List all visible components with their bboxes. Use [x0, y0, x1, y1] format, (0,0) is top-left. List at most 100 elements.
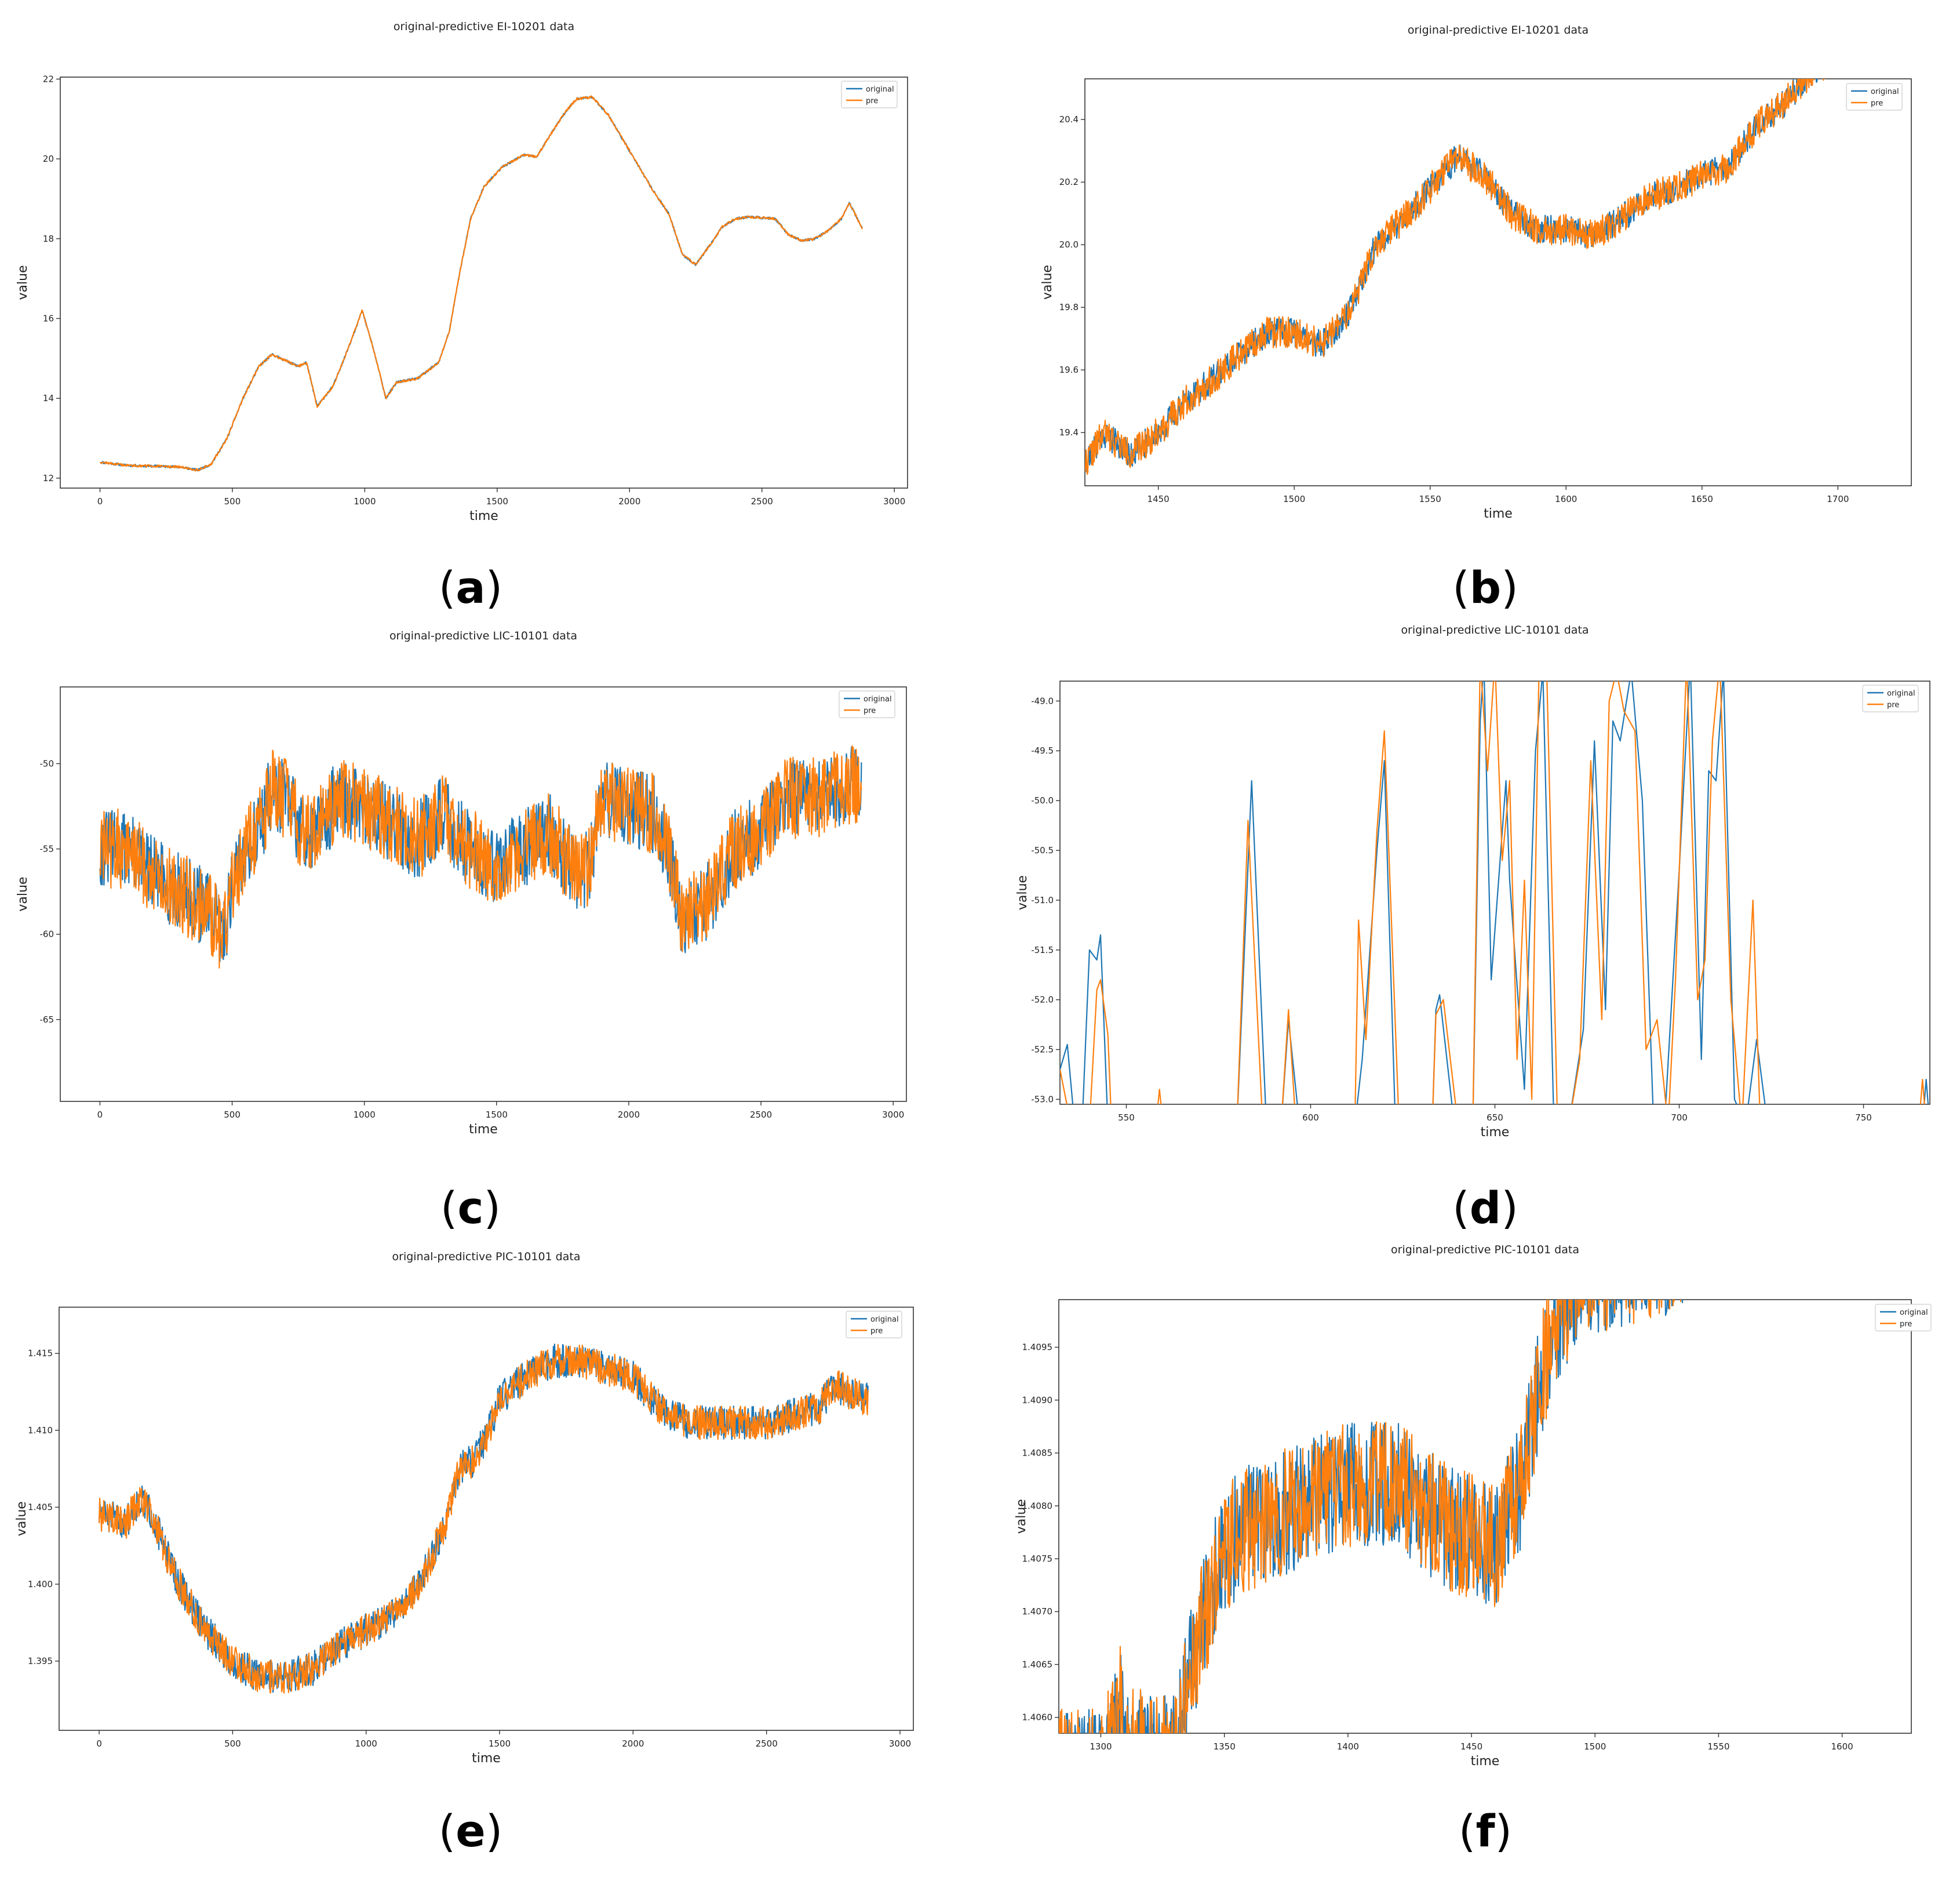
- y-tick-label: 1.4065: [1022, 1659, 1053, 1669]
- x-axis-label: time: [472, 1751, 501, 1766]
- y-tick-label: 22: [43, 74, 54, 84]
- y-axis-label: value: [16, 876, 30, 911]
- legend-label-pre: pre: [1900, 1320, 1912, 1329]
- y-tick-label: -65: [40, 1014, 54, 1025]
- y-axis-label: value: [1015, 875, 1030, 910]
- legend-box: [839, 690, 895, 718]
- panel-caption-letter: f: [1476, 1805, 1495, 1857]
- x-tick-label: 2500: [750, 1110, 772, 1120]
- plot-frame: [1084, 78, 1912, 486]
- y-tick-label: -49.5: [1031, 745, 1054, 756]
- x-tick-label: 1700: [1827, 494, 1849, 504]
- panel-caption-letter: b: [1470, 562, 1501, 613]
- x-axis-label: time: [1471, 1754, 1500, 1769]
- x-tick-label: 600: [1302, 1112, 1319, 1123]
- y-tick-label: -60: [40, 929, 54, 940]
- legend-box: [1862, 685, 1919, 712]
- panel-caption: (a): [439, 562, 503, 613]
- legend: original pre: [1846, 83, 1903, 111]
- y-tick-label: -50.5: [1031, 845, 1054, 856]
- y-tick-label: -51.0: [1031, 895, 1054, 905]
- y-tick-label: 1.4060: [1022, 1712, 1053, 1723]
- y-tick-label: 19.4: [1059, 427, 1079, 438]
- x-tick-label: 1300: [1090, 1741, 1112, 1752]
- legend-label-pre: pre: [1887, 701, 1899, 710]
- x-tick-label: 0: [96, 1738, 102, 1749]
- panel-caption-letter: c: [457, 1182, 483, 1234]
- y-tick-label: 1.405: [28, 1502, 53, 1512]
- x-tick-label: 2500: [751, 496, 773, 507]
- y-axis-label: value: [1014, 1499, 1029, 1534]
- y-tick-label: 1.4075: [1022, 1554, 1053, 1564]
- plot-frame: [60, 77, 908, 489]
- x-tick-label: 2000: [622, 1738, 644, 1749]
- chart-title: original-predictive PIC-10101 data: [1391, 1243, 1579, 1256]
- y-tick-label: 14: [43, 393, 54, 403]
- x-tick-label: 2000: [618, 496, 640, 507]
- x-tick-label: 3000: [882, 1110, 904, 1120]
- series-line-pre: [1085, 79, 1826, 475]
- y-tick-label: 1.415: [28, 1348, 53, 1359]
- chart-title: original-predictive PIC-10101 data: [392, 1250, 581, 1263]
- panel-b: original-predictive EI-10201 data 1450 150…: [1040, 24, 1912, 613]
- x-tick-label: 1350: [1214, 1741, 1236, 1752]
- x-tick-label: 550: [1118, 1112, 1135, 1123]
- y-tick-label: 12: [43, 473, 54, 483]
- panel-caption-letter: d: [1470, 1182, 1501, 1234]
- x-tick-label: 1550: [1707, 1741, 1729, 1752]
- y-tick-label: 19.6: [1059, 365, 1079, 375]
- series-line-pre: [99, 1344, 869, 1694]
- series-line-original: [99, 1343, 869, 1693]
- x-tick-label: 1500: [1283, 494, 1305, 504]
- y-tick-label: 1.410: [28, 1425, 53, 1435]
- panel-caption: (b): [1452, 562, 1518, 613]
- panel-caption: (d): [1452, 1182, 1518, 1234]
- legend-label-pre: pre: [864, 707, 876, 715]
- panel-f: original-predictive PIC-10101 data 1300 13…: [1014, 1243, 1932, 1857]
- x-tick-label: 0: [97, 1110, 103, 1120]
- y-tick-label: 20.4: [1059, 114, 1079, 125]
- panel-caption: (f): [1459, 1805, 1512, 1857]
- y-tick-label: -52.5: [1031, 1045, 1054, 1055]
- y-tick-label: 1.4095: [1022, 1342, 1053, 1352]
- x-tick-label: 1450: [1147, 494, 1170, 504]
- y-tick-label: 1.4085: [1022, 1448, 1053, 1458]
- x-tick-label: 650: [1487, 1112, 1503, 1123]
- y-axis-label: value: [1040, 265, 1055, 300]
- series-line-original: [99, 746, 862, 962]
- x-tick-label: 1500: [1584, 1741, 1606, 1752]
- y-tick-label: 20.2: [1059, 177, 1079, 187]
- legend: original pre: [846, 1311, 902, 1338]
- x-tick-label: 1000: [354, 1110, 376, 1120]
- legend-box: [1846, 83, 1903, 111]
- x-axis-label: time: [469, 509, 498, 523]
- plot-frame: [59, 1307, 914, 1731]
- legend: original pre: [841, 81, 898, 108]
- x-tick-label: 3000: [889, 1738, 911, 1749]
- panel-a: original-predictive EI-10201 data 0 500 100…: [16, 20, 908, 613]
- series-line-original: [100, 95, 864, 472]
- x-axis-label: time: [1481, 1125, 1510, 1140]
- series-line-pre: [99, 745, 862, 969]
- y-tick-label: -50.0: [1031, 795, 1054, 806]
- y-tick-label: 19.8: [1059, 302, 1079, 312]
- y-tick-label: -55: [40, 844, 54, 854]
- legend-label-original: original: [1871, 88, 1899, 96]
- legend: original pre: [1875, 1304, 1932, 1332]
- y-tick-label: -49.0: [1031, 696, 1054, 706]
- plot-frame: [1058, 1299, 1912, 1734]
- y-tick-label: 1.400: [28, 1579, 53, 1589]
- x-tick-label: 2000: [618, 1110, 640, 1120]
- x-tick-label: 500: [224, 1738, 241, 1749]
- legend-box: [841, 81, 898, 108]
- x-tick-label: 1450: [1460, 1741, 1482, 1752]
- x-tick-label: 1550: [1419, 494, 1441, 504]
- series-line-original: [1060, 681, 1929, 1104]
- legend-box: [1875, 1304, 1932, 1332]
- x-axis-label: time: [1484, 507, 1513, 521]
- plot-frame: [1059, 681, 1930, 1105]
- panel-e: original-predictive PIC-10101 data 0 500 10…: [14, 1250, 914, 1857]
- y-tick-label: 1.4070: [1022, 1606, 1053, 1617]
- y-tick-label: 1.395: [28, 1656, 53, 1667]
